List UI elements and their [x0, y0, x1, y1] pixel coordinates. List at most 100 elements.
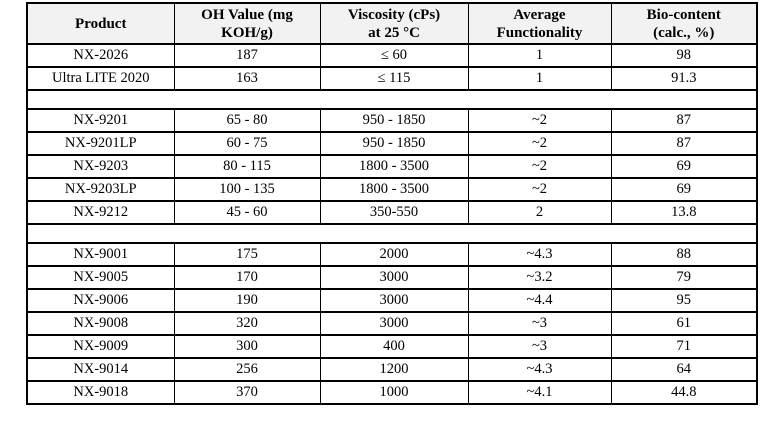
table-row: NX-9201 65 - 80 950 - 1850 ~2 87	[26, 108, 758, 133]
cell-functionality: 1	[467, 43, 612, 68]
table-row: NX-9212 45 - 60 350-550 2 13.8	[26, 200, 758, 225]
table-row: NX-9005 170 3000 ~3.2 79	[26, 265, 758, 290]
cell-viscosity: 3000	[319, 311, 469, 336]
cell-product: NX-9201	[26, 108, 175, 133]
cell-oh-value: 300	[173, 334, 321, 359]
cell-oh-value: 65 - 80	[173, 108, 321, 133]
cell-functionality: ~4.3	[467, 242, 612, 267]
cell-viscosity: ≤ 115	[319, 66, 469, 91]
header-line: OH Value (mg	[201, 6, 293, 23]
header-line: at 25 °C	[368, 24, 420, 41]
cell-viscosity: 950 - 1850	[319, 108, 469, 133]
cell-bio-content: 13.8	[610, 200, 758, 225]
table-row: NX-9203LP 100 - 135 1800 - 3500 ~2 69	[26, 177, 758, 202]
cell-product: NX-9009	[26, 334, 175, 359]
cell-oh-value: 320	[173, 311, 321, 336]
header-cell-bio-content: Bio-content (calc., %)	[610, 2, 758, 45]
cell-bio-content: 91.3	[610, 66, 758, 91]
separator-row	[27, 223, 757, 244]
separator-cell	[27, 89, 757, 110]
cell-oh-value: 190	[173, 288, 321, 313]
table-row: NX-9008 320 3000 ~3 61	[26, 311, 758, 336]
header-cell-oh-value: OH Value (mg KOH/g)	[173, 2, 321, 45]
cell-functionality: ~2	[467, 131, 612, 156]
cell-bio-content: 44.8	[610, 380, 758, 405]
header-line: (calc., %)	[653, 24, 715, 41]
cell-product: NX-9212	[26, 200, 175, 225]
header-line: KOH/g)	[221, 24, 273, 41]
cell-viscosity: 3000	[319, 265, 469, 290]
cell-product: NX-9018	[26, 380, 175, 405]
cell-bio-content: 98	[610, 43, 758, 68]
cell-bio-content: 64	[610, 357, 758, 382]
cell-oh-value: 187	[173, 43, 321, 68]
separator-row	[27, 89, 757, 110]
cell-bio-content: 69	[610, 177, 758, 202]
cell-functionality: 2	[467, 200, 612, 225]
cell-product: NX-9006	[26, 288, 175, 313]
cell-functionality: ~3	[467, 311, 612, 336]
header-line: Bio-content	[646, 6, 721, 23]
cell-functionality: ~2	[467, 108, 612, 133]
cell-product: NX-9014	[26, 357, 175, 382]
cell-product: NX-9201LP	[26, 131, 175, 156]
cell-product: NX-9008	[26, 311, 175, 336]
cell-oh-value: 256	[173, 357, 321, 382]
header-line: Functionality	[496, 24, 583, 41]
cell-functionality: ~2	[467, 154, 612, 179]
cell-product: NX-9203LP	[26, 177, 175, 202]
cell-functionality: ~4.4	[467, 288, 612, 313]
table-row: NX-9201LP 60 - 75 950 - 1850 ~2 87	[26, 131, 758, 156]
cell-functionality: ~3.2	[467, 265, 612, 290]
header-cell-viscosity: Viscosity (cPs) at 25 °C	[319, 2, 469, 45]
cell-product: NX-2026	[26, 43, 175, 68]
cell-viscosity: 1000	[319, 380, 469, 405]
cell-product: NX-9005	[26, 265, 175, 290]
cell-oh-value: 100 - 135	[173, 177, 321, 202]
header-line: Product	[75, 15, 127, 32]
cell-functionality: 1	[467, 66, 612, 91]
cell-viscosity: 1800 - 3500	[319, 154, 469, 179]
header-line: Viscosity (cPs)	[347, 6, 441, 23]
cell-viscosity: 1200	[319, 357, 469, 382]
cell-functionality: ~2	[467, 177, 612, 202]
cell-bio-content: 88	[610, 242, 758, 267]
table-row: NX-9006 190 3000 ~4.4 95	[26, 288, 758, 313]
cell-oh-value: 60 - 75	[173, 131, 321, 156]
cell-functionality: ~3	[467, 334, 612, 359]
table-row: NX-9203 80 - 115 1800 - 3500 ~2 69	[26, 154, 758, 179]
cell-oh-value: 45 - 60	[173, 200, 321, 225]
cell-oh-value: 80 - 115	[173, 154, 321, 179]
table-row: NX-2026 187 ≤ 60 1 98	[26, 43, 758, 68]
cell-bio-content: 61	[610, 311, 758, 336]
separator-cell	[27, 223, 757, 244]
header-cell-functionality: Average Functionality	[467, 2, 612, 45]
cell-functionality: ~4.3	[467, 357, 612, 382]
cell-bio-content: 87	[610, 131, 758, 156]
cell-oh-value: 370	[173, 380, 321, 405]
table-row: NX-9009 300 400 ~3 71	[26, 334, 758, 359]
cell-viscosity: 2000	[319, 242, 469, 267]
cell-product: NX-9001	[26, 242, 175, 267]
cell-viscosity: 950 - 1850	[319, 131, 469, 156]
table-row: NX-9018 370 1000 ~4.1 44.8	[26, 380, 758, 405]
table-row: Ultra LITE 2020 163 ≤ 115 1 91.3	[26, 66, 758, 91]
cell-oh-value: 170	[173, 265, 321, 290]
cell-viscosity: 400	[319, 334, 469, 359]
cell-product: NX-9203	[26, 154, 175, 179]
table-row: NX-9001 175 2000 ~4.3 88	[26, 242, 758, 267]
cell-viscosity: 350-550	[319, 200, 469, 225]
cell-viscosity: 1800 - 3500	[319, 177, 469, 202]
header-row: Product OH Value (mg KOH/g) Viscosity (c…	[26, 2, 758, 45]
cell-oh-value: 175	[173, 242, 321, 267]
cell-viscosity: 3000	[319, 288, 469, 313]
cell-bio-content: 79	[610, 265, 758, 290]
product-table: Product OH Value (mg KOH/g) Viscosity (c…	[26, 2, 758, 405]
header-cell-product: Product	[26, 2, 175, 45]
cell-viscosity: ≤ 60	[319, 43, 469, 68]
cell-functionality: ~4.1	[467, 380, 612, 405]
cell-bio-content: 71	[610, 334, 758, 359]
cell-bio-content: 95	[610, 288, 758, 313]
table-body: NX-2026 187 ≤ 60 1 98 Ultra LITE 2020 163 ≤ 115…	[26, 43, 758, 405]
